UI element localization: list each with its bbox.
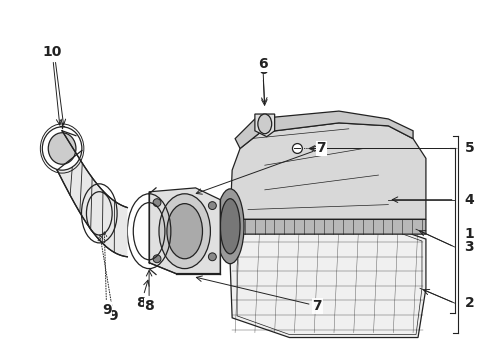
Ellipse shape: [48, 133, 76, 164]
Text: 10: 10: [45, 45, 66, 125]
Polygon shape: [235, 111, 413, 148]
Text: 6: 6: [258, 57, 268, 105]
Ellipse shape: [159, 194, 210, 269]
Polygon shape: [255, 114, 275, 137]
Ellipse shape: [216, 189, 244, 264]
Ellipse shape: [208, 202, 216, 210]
Ellipse shape: [258, 114, 271, 134]
Ellipse shape: [167, 204, 202, 259]
Polygon shape: [230, 123, 426, 219]
Text: 9: 9: [102, 232, 111, 317]
Text: 8: 8: [136, 280, 149, 310]
Polygon shape: [149, 188, 220, 274]
Polygon shape: [230, 219, 426, 234]
Text: 3: 3: [465, 240, 474, 254]
Text: 1: 1: [465, 227, 474, 241]
Text: 2: 2: [465, 296, 474, 310]
Text: 8: 8: [144, 270, 154, 313]
Text: 7: 7: [196, 141, 326, 194]
Ellipse shape: [208, 253, 216, 261]
Text: 10: 10: [43, 45, 62, 125]
Text: 6: 6: [258, 63, 268, 103]
Text: 7: 7: [196, 276, 322, 313]
Ellipse shape: [293, 144, 302, 153]
Ellipse shape: [153, 255, 161, 263]
Text: 9: 9: [98, 235, 118, 323]
Ellipse shape: [220, 199, 240, 254]
Ellipse shape: [42, 127, 82, 170]
Polygon shape: [230, 219, 426, 338]
Text: 5: 5: [465, 141, 474, 156]
Polygon shape: [57, 131, 127, 257]
Text: 4: 4: [465, 193, 474, 207]
Ellipse shape: [153, 199, 161, 207]
